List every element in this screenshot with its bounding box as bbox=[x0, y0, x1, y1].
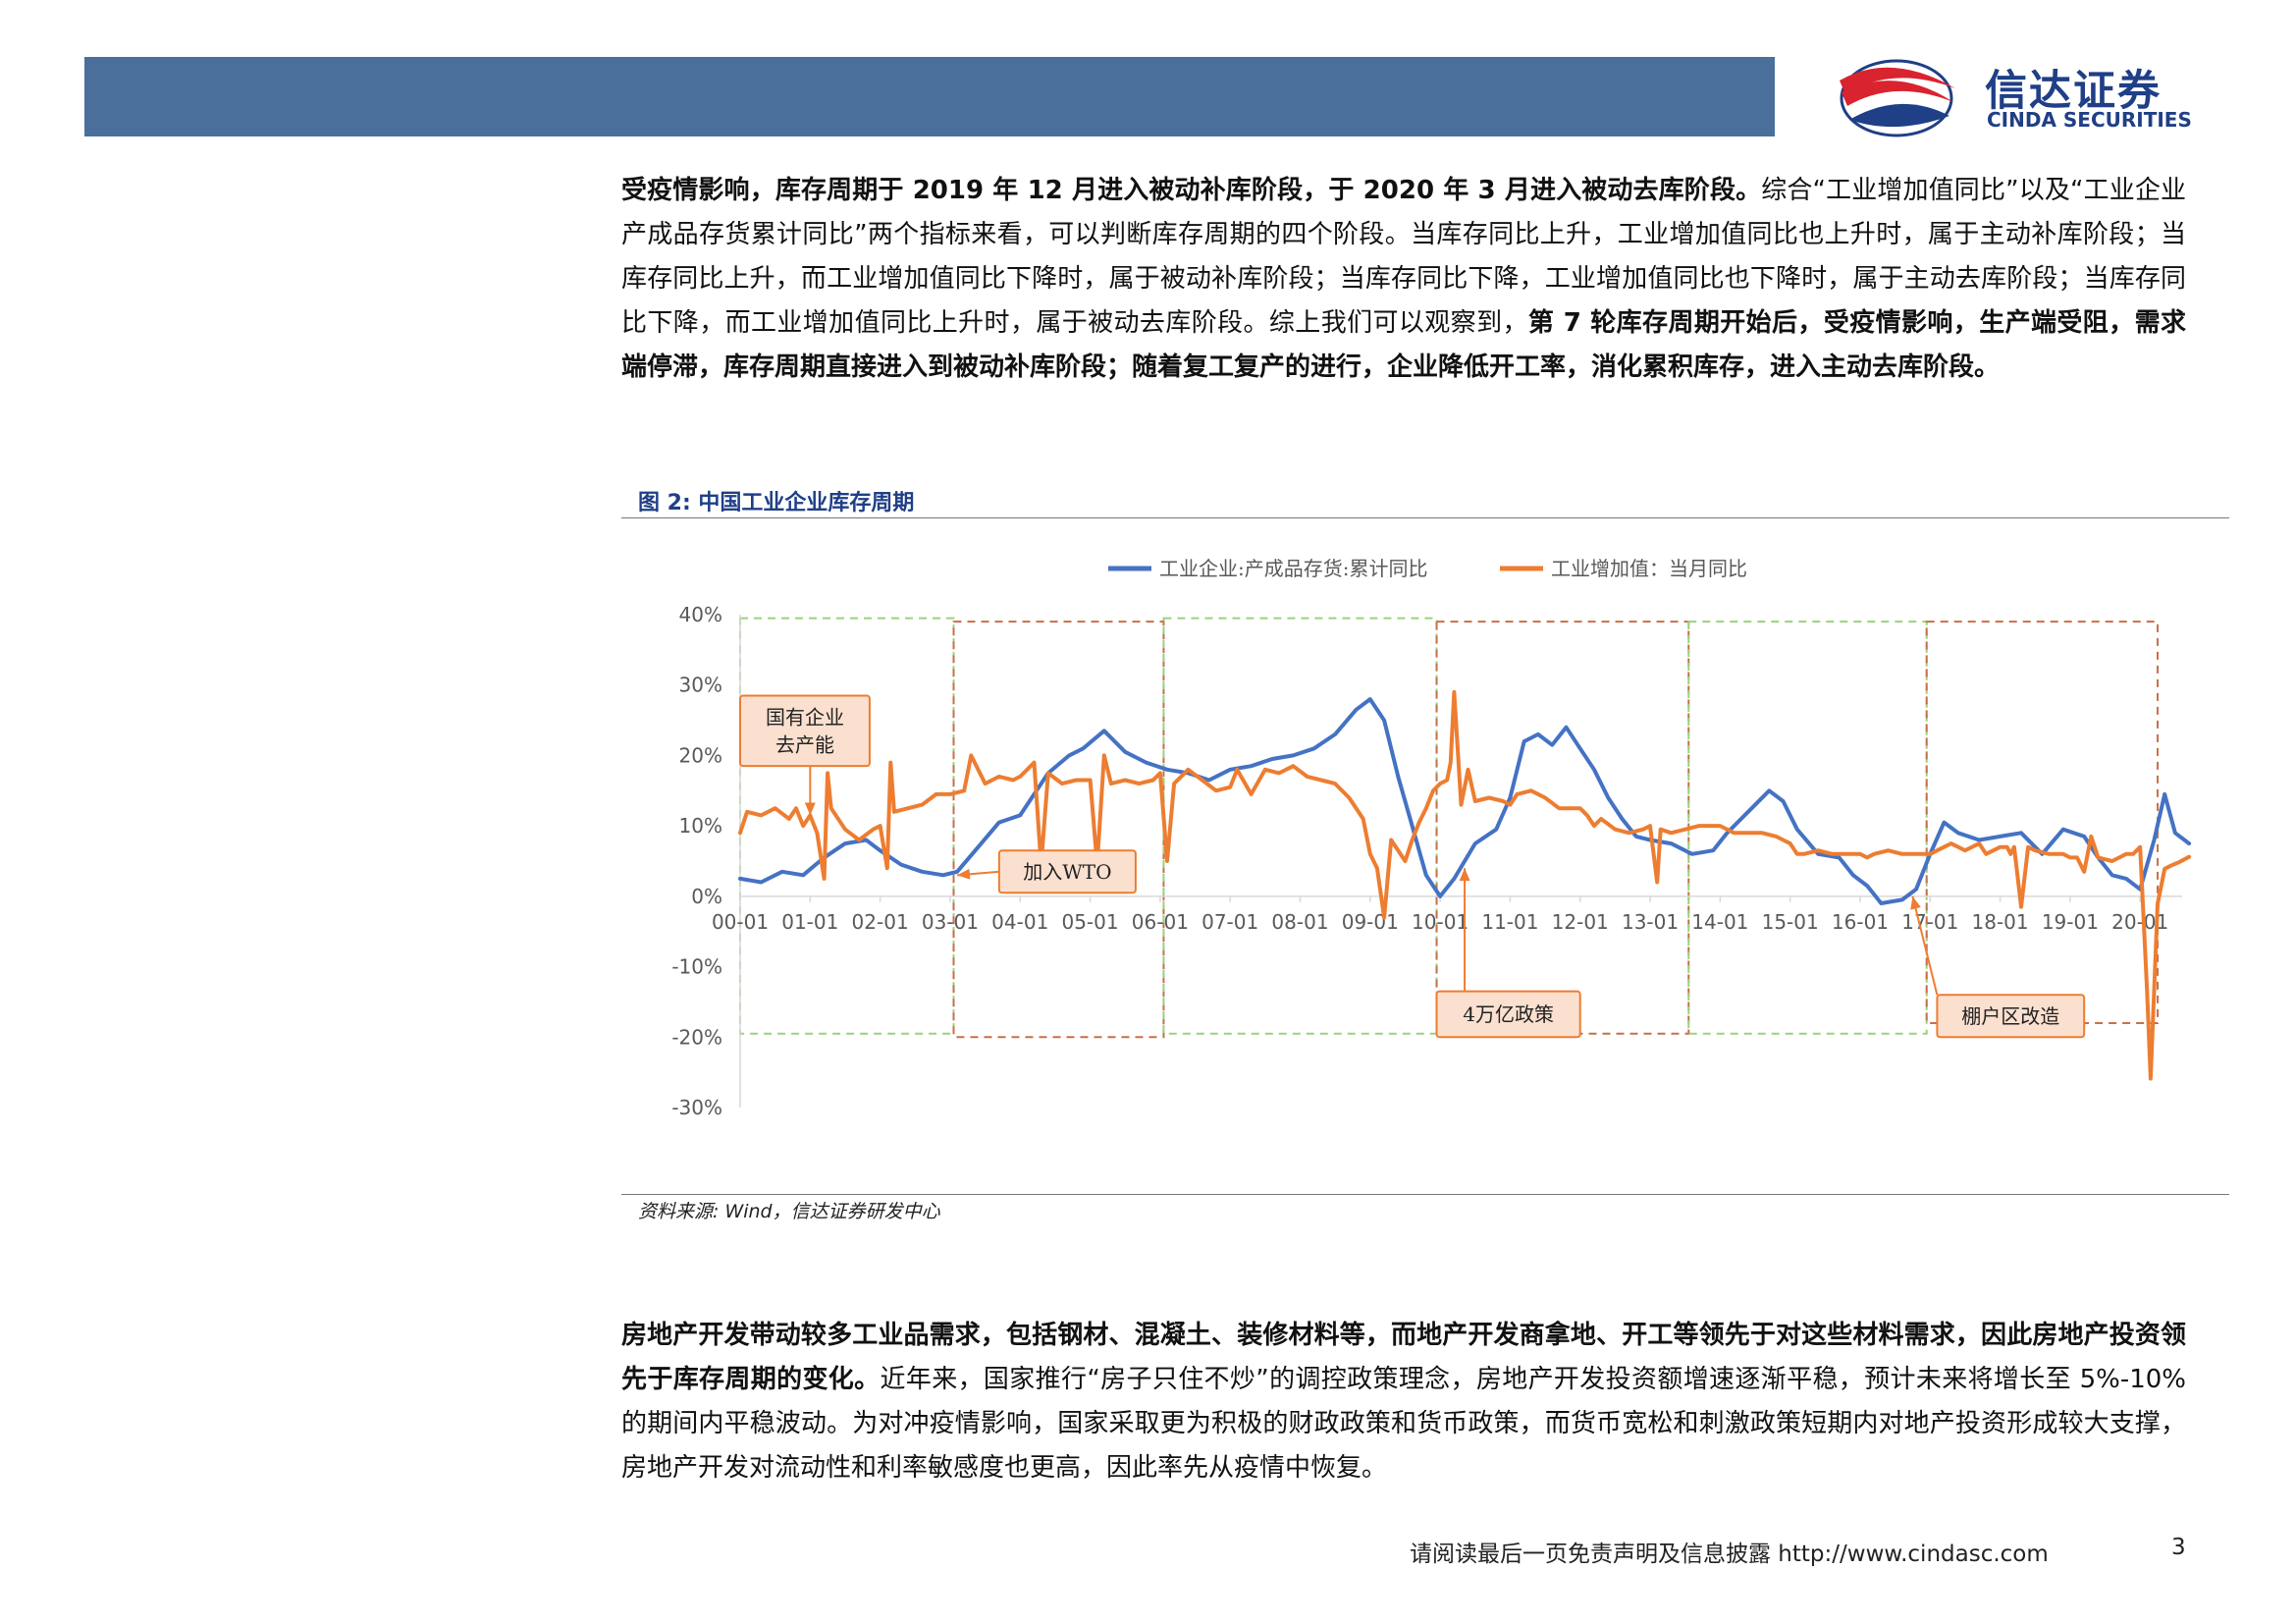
cinda-logo: 信达证券 CINDA SECURITIES bbox=[1832, 51, 2244, 139]
phase-boxes bbox=[739, 617, 2160, 1039]
x-tick-label: 11-01 bbox=[1481, 910, 1538, 934]
paragraph-real-estate: 房地产开发带动较多工业品需求，包括钢材、混凝土、装修材料等，而地产开发商拿地、开… bbox=[621, 1314, 2186, 1490]
para2-bold-lead: 房地产开发带动较多工业品需求，包括钢材、混凝土、装修材料等，而地产开发商拿地、开… bbox=[621, 1321, 2186, 1394]
header-bar bbox=[84, 57, 1775, 136]
annotation-arrow-3 bbox=[1911, 895, 1939, 996]
inventory-cycle-chart: 40% 30% 20% 10% 0% -10% -20% -30% 00-01 01-01 02-0… bbox=[671, 557, 2192, 1119]
series-line-0 bbox=[738, 697, 2192, 905]
footer-disclaimer: 请阅读最后一页免责声明及信息披露 http://www.cindasc.com bbox=[1410, 1542, 2049, 1567]
legend-label-0: 工业企业:产成品存货:累计同比 bbox=[1159, 557, 1427, 580]
para2-body: 近年来，国家推行“房子只住不炒”的调控政策理念，房地产开发投资额增速逐渐平稳，预… bbox=[621, 1365, 2186, 1483]
y-tick-label: -30% bbox=[671, 1096, 722, 1119]
x-tick-label: 10-01 bbox=[1412, 910, 1468, 934]
x-tick-label: 16-01 bbox=[1832, 910, 1889, 934]
annotation-arrowhead-0 bbox=[804, 802, 816, 816]
annotation-box-0 bbox=[739, 694, 871, 768]
cinda-logo-icon bbox=[1840, 59, 1955, 137]
para1-bold-conclusion: 第 7 轮库存周期开始后，受疫情影响，生产端受阻，需求端停滞，库存周期直接进入到… bbox=[621, 308, 2186, 382]
x-tick-label: 19-01 bbox=[2042, 910, 2099, 934]
x-tick-label: 09-01 bbox=[1342, 910, 1399, 934]
x-tick-label: 07-01 bbox=[1201, 910, 1258, 934]
logo-text-cn: 信达证券 bbox=[1985, 67, 2162, 116]
y-tick-label: 40% bbox=[679, 603, 722, 626]
y-tick-label: 30% bbox=[679, 674, 722, 697]
x-tick-label: 06-01 bbox=[1132, 910, 1189, 934]
x-tick-label: 17-01 bbox=[1901, 910, 1958, 934]
y-tick-label: -10% bbox=[671, 955, 722, 979]
x-tick-label: 01-01 bbox=[781, 910, 838, 934]
annotation-arrowhead-3 bbox=[1910, 895, 1921, 910]
series-line-1 bbox=[738, 689, 2192, 1081]
paragraph-inventory-cycle: 受疫情影响，库存周期于 2019 年 12 月进入被动补库阶段，于 2020 年… bbox=[621, 169, 2186, 390]
x-tick-label: 08-01 bbox=[1271, 910, 1328, 934]
x-tick-label: 13-01 bbox=[1622, 910, 1679, 934]
annotation-box-3 bbox=[1936, 994, 2086, 1039]
annotation-arrowhead-1 bbox=[957, 868, 971, 880]
y-tick-label: 10% bbox=[679, 814, 722, 838]
x-tick-label: 20-01 bbox=[2111, 910, 2168, 934]
x-tick-label: 02-01 bbox=[852, 910, 909, 934]
annotation-label: 4万亿政策 bbox=[1463, 1002, 1554, 1026]
chart-axes: 40% 30% 20% 10% 0% -10% -20% -30% 00-01 01-01 02-0… bbox=[671, 603, 2182, 1119]
y-tick-label: 0% bbox=[691, 885, 722, 908]
chart-series bbox=[738, 689, 2192, 1081]
figure-bottom-rule bbox=[621, 1194, 2229, 1195]
x-tick-label: 12-01 bbox=[1552, 910, 1609, 934]
page-number: 3 bbox=[2171, 1535, 2186, 1560]
annotation-box-2 bbox=[1435, 990, 1581, 1039]
x-tick-label: 00-01 bbox=[712, 910, 769, 934]
phase-box-5 bbox=[1925, 621, 2160, 1024]
y-tick-label: 20% bbox=[679, 743, 722, 767]
annotation-label: 去产能 bbox=[775, 732, 834, 756]
x-tick-label: 18-01 bbox=[1972, 910, 2029, 934]
phase-box-1 bbox=[952, 621, 1165, 1039]
legend-label-1: 工业增加值：当月同比 bbox=[1551, 557, 1747, 580]
x-tick-label: 04-01 bbox=[991, 910, 1048, 934]
chart-legend: 工业企业:产成品存货:累计同比 工业增加值：当月同比 bbox=[1108, 557, 1747, 580]
y-tick-label: -20% bbox=[671, 1025, 722, 1049]
annotation-label: 棚户区改造 bbox=[1961, 1004, 2059, 1028]
figure-top-rule bbox=[621, 517, 2229, 518]
annotation-arrowhead-2 bbox=[1459, 868, 1470, 882]
phase-box-0 bbox=[739, 617, 955, 1035]
logo-text-en: CINDA SECURITIES bbox=[1987, 108, 2192, 132]
x-tick-label: 05-01 bbox=[1061, 910, 1118, 934]
x-tick-label: 14-01 bbox=[1691, 910, 1748, 934]
x-tick-label: 15-01 bbox=[1762, 910, 1819, 934]
annotation-label: 国有企业 bbox=[766, 705, 844, 729]
annotation-label: 加入WTO bbox=[1023, 860, 1111, 884]
para1-body: 综合“工业增加值同比”以及“工业企业产成品存货累计同比”两个指标来看，可以判断库… bbox=[621, 176, 2186, 338]
phase-box-2 bbox=[1162, 617, 1438, 1035]
figure-source: 资料来源: Wind，信达证券研发中心 bbox=[638, 1201, 940, 1222]
para1-bold-lead: 受疫情影响，库存周期于 2019 年 12 月进入被动补库阶段，于 2020 年… bbox=[621, 176, 1762, 205]
annotation-box-1 bbox=[997, 849, 1137, 894]
figure-caption: 图 2: 中国工业企业库存周期 bbox=[638, 491, 915, 515]
x-tick-label: 03-01 bbox=[922, 910, 979, 934]
